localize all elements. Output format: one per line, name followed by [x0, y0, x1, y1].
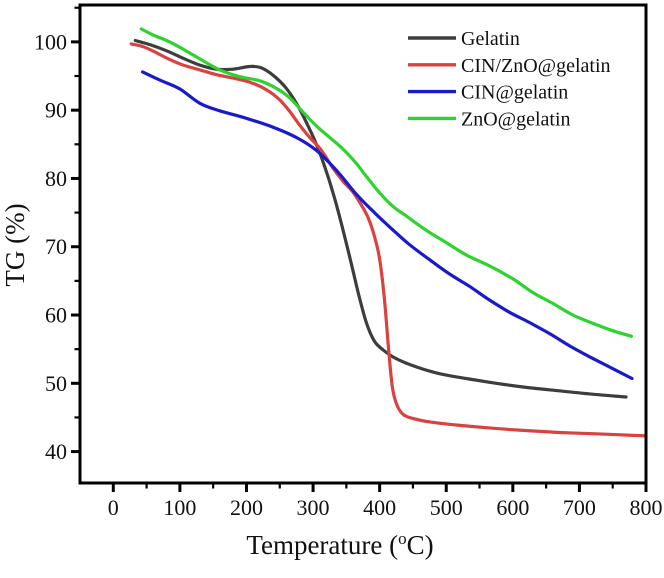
y-tick-label: 80: [45, 166, 67, 191]
x-axis-title: Temperature (oC): [246, 529, 433, 560]
x-tick-label: 500: [430, 495, 463, 520]
y-axis-title: TG (%): [0, 203, 30, 286]
x-tick-label: 200: [230, 495, 263, 520]
x-axis-title-suffix: C): [407, 530, 434, 560]
curve-cin-gelatin: [141, 70, 634, 381]
y-tick-label: 50: [45, 371, 67, 396]
chart-legend: Gelatin CIN/ZnO@gelatin CIN@gelatin ZnO@gel…: [408, 28, 611, 130]
x-tick-label: 400: [363, 495, 396, 520]
data-curves: [129, 27, 648, 438]
axis-ticks: 0 100 200 300 400 500 600 700 800 40 50 60 70 80 90 100: [34, 6, 663, 520]
y-tick-label: 100: [34, 29, 67, 54]
x-tick-label: 700: [563, 495, 596, 520]
legend-label-cin-zno-gelatin: CIN/ZnO@gelatin: [461, 55, 611, 77]
plot-border: [78, 3, 648, 485]
legend-item-cin-gelatin: CIN@gelatin: [408, 82, 568, 104]
x-tick-label: 100: [163, 495, 196, 520]
legend-item-cin-zno-gelatin: CIN/ZnO@gelatin: [408, 55, 611, 77]
x-tick-label: 800: [630, 495, 663, 520]
y-tick-label: 60: [45, 303, 67, 328]
x-tick-label: 0: [108, 495, 119, 520]
curve-zno-gelatin: [139, 27, 633, 338]
legend-item-zno-gelatin: ZnO@gelatin: [408, 108, 571, 130]
legend-item-gelatin: Gelatin: [408, 28, 520, 50]
y-tick-label: 40: [45, 439, 67, 464]
legend-label-gelatin: Gelatin: [461, 28, 520, 50]
x-axis-title-prefix: Temperature (: [246, 530, 398, 560]
x-tick-label: 600: [496, 495, 529, 520]
legend-label-cin-gelatin: CIN@gelatin: [461, 82, 568, 104]
y-tick-label: 90: [45, 98, 67, 123]
legend-label-zno-gelatin: ZnO@gelatin: [461, 108, 571, 130]
y-tick-label: 70: [45, 234, 67, 259]
x-tick-label: 300: [297, 495, 330, 520]
curve-cin-zno-gelatin: [129, 42, 648, 438]
x-axis-title-superscript: o: [398, 529, 407, 548]
